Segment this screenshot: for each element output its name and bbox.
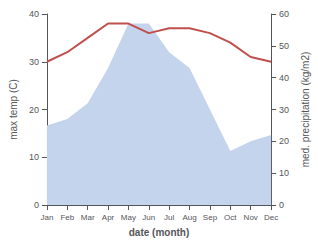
svg-text:10: 10 (29, 152, 39, 162)
svg-text:Mar: Mar (81, 213, 95, 222)
svg-text:30: 30 (279, 105, 289, 115)
svg-text:May: May (121, 213, 136, 222)
svg-text:20: 20 (279, 136, 289, 146)
svg-text:Jun: Jun (142, 213, 155, 222)
svg-text:10: 10 (279, 168, 289, 178)
svg-text:Apr: Apr (102, 213, 115, 222)
svg-text:40: 40 (279, 73, 289, 83)
svg-text:60: 60 (279, 9, 289, 19)
svg-text:Feb: Feb (60, 213, 74, 222)
svg-text:date (month): date (month) (129, 227, 190, 238)
svg-text:20: 20 (29, 105, 39, 115)
svg-text:Jul: Jul (164, 213, 174, 222)
svg-text:max temp (C): max temp (C) (8, 79, 19, 140)
svg-text:med. precipitation (kg/m2): med. precipitation (kg/m2) (300, 52, 311, 168)
svg-text:0: 0 (279, 200, 284, 210)
svg-text:30: 30 (29, 57, 39, 67)
svg-text:0: 0 (34, 200, 39, 210)
svg-text:Dec: Dec (264, 213, 278, 222)
svg-text:Jan: Jan (40, 213, 53, 222)
svg-text:Oct: Oct (224, 213, 237, 222)
svg-text:40: 40 (29, 9, 39, 19)
svg-text:50: 50 (279, 41, 289, 51)
svg-text:Sep: Sep (203, 213, 218, 222)
svg-text:Aug: Aug (182, 213, 196, 222)
svg-text:Nov: Nov (244, 213, 258, 222)
